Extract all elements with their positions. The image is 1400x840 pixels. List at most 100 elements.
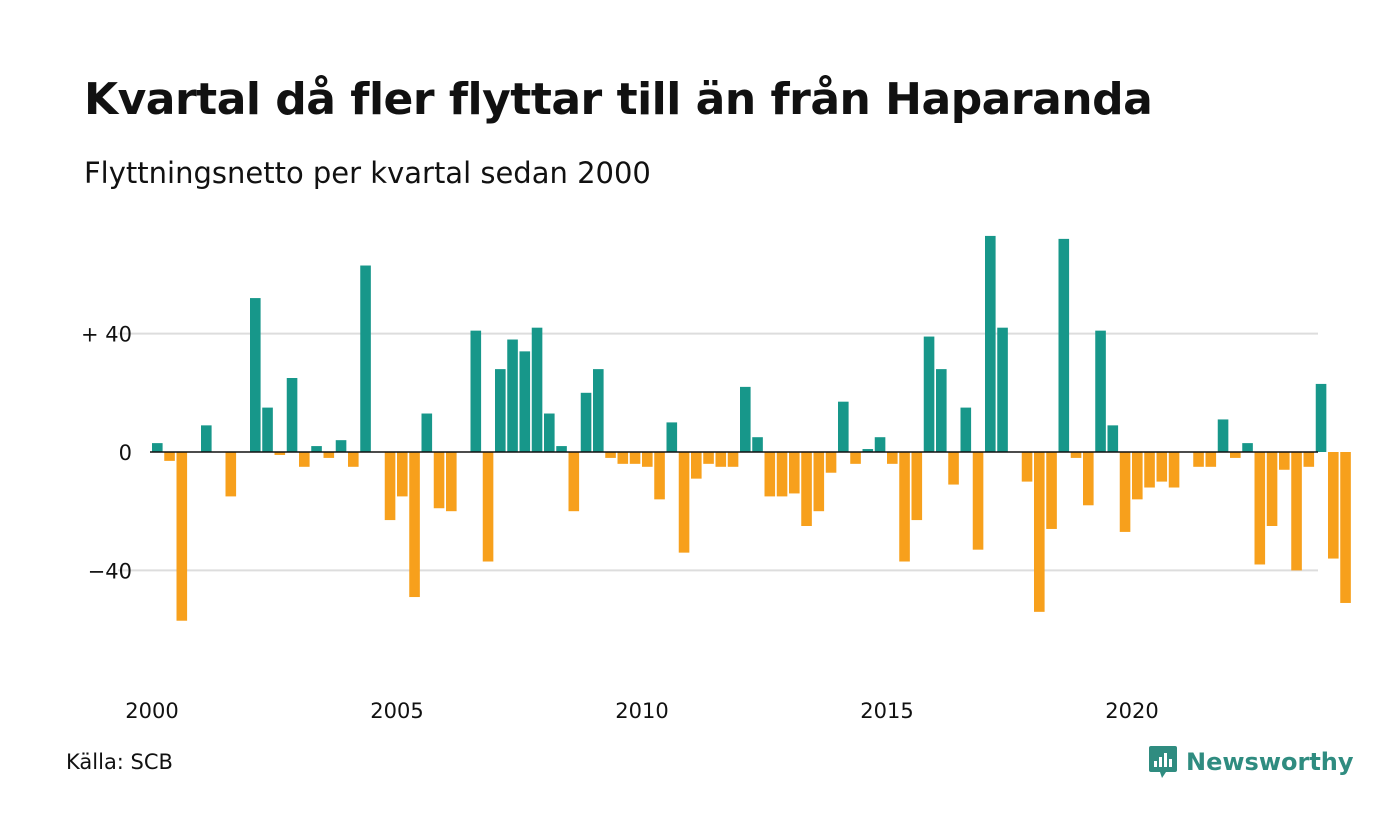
bar-2004Q4	[384, 452, 396, 521]
bar-2008Q2	[556, 446, 567, 452]
bar-2002Q1	[250, 298, 261, 452]
bar-undefined	[1328, 452, 1339, 559]
bar-2020Q2	[1144, 452, 1155, 488]
bar-2007Q3	[519, 351, 531, 452]
bar-2016Q1	[936, 369, 947, 452]
bar-2000Q2	[164, 452, 175, 461]
bar-2003Q4	[335, 440, 347, 452]
bar-2008Q4	[580, 392, 592, 452]
chart-subtitle: Flyttningsnetto per kvartal sedan 2000	[84, 156, 651, 190]
bars	[150, 235, 1351, 621]
bar-2002Q4	[286, 378, 298, 452]
bar-2023Q4	[1315, 383, 1327, 452]
bar-2014Q2	[850, 452, 861, 464]
bar-2003Q3	[323, 452, 335, 458]
bar-2019Q2	[1095, 330, 1106, 452]
bar-2006Q4	[482, 452, 494, 562]
bar-2015Q4	[923, 336, 935, 452]
bar-2010Q4	[678, 452, 690, 553]
bar-2014Q4	[874, 437, 886, 452]
bar-2005Q3	[421, 413, 433, 452]
bar-2006Q3	[470, 330, 482, 452]
bar-2011Q1	[691, 452, 702, 479]
bar-2015Q3	[911, 452, 923, 521]
bar-2005Q2	[409, 452, 420, 598]
bar-2016Q4	[972, 452, 984, 550]
bar-2022Q1	[1230, 452, 1241, 458]
bar-2007Q4	[531, 327, 543, 452]
bar-2005Q4	[433, 452, 445, 509]
bar-2018Q4	[1070, 452, 1082, 458]
bar-2001Q3	[225, 452, 237, 497]
bar-2018Q3	[1058, 238, 1070, 452]
y-tick-label: −40	[88, 559, 132, 583]
bar-2022Q4	[1266, 452, 1278, 526]
bar-2022Q2	[1242, 443, 1253, 452]
x-tick-label: 2020	[1105, 699, 1158, 723]
logo-text: Newsworthy	[1186, 748, 1354, 776]
bar-2012Q3	[764, 452, 776, 497]
bar-2014Q1	[838, 401, 849, 452]
bar-2011Q4	[727, 452, 739, 467]
gridlines	[118, 332, 1318, 572]
bar-2008Q3	[568, 452, 580, 512]
bar-2019Q1	[1083, 452, 1094, 506]
bar-2016Q3	[960, 407, 972, 452]
bar-2016Q2	[948, 452, 959, 485]
newsworthy-logo: Newsworthy	[1148, 744, 1354, 780]
bar-2022Q3	[1254, 452, 1266, 565]
y-tick-label: + 40	[81, 323, 132, 347]
bar-2003Q1	[299, 452, 310, 467]
bar-2013Q3	[813, 452, 825, 512]
bar-2002Q3	[274, 452, 286, 455]
bar-2009Q3	[617, 452, 629, 464]
x-tick-label: 2005	[370, 699, 423, 723]
bar-2019Q4	[1119, 452, 1131, 532]
bar-2013Q2	[801, 452, 812, 526]
bar-2012Q2	[752, 437, 763, 452]
bar-2021Q2	[1193, 452, 1204, 467]
bar-2015Q2	[899, 452, 910, 562]
chart-title: Kvartal då fler flyttar till än från Hap…	[84, 74, 1153, 125]
bar-2001Q1	[201, 425, 212, 452]
bar-2012Q1	[740, 386, 751, 452]
bar-2012Q4	[776, 452, 788, 497]
bar-2019Q3	[1107, 425, 1119, 452]
bar-2020Q3	[1156, 452, 1168, 482]
bar-2004Q1	[348, 452, 359, 467]
bar-2023Q1	[1279, 452, 1290, 470]
bar-2023Q3	[1303, 452, 1315, 467]
bar-2018Q2	[1046, 452, 1057, 529]
bar-2017Q2	[997, 327, 1008, 452]
x-tick-label: 2000	[125, 699, 178, 723]
bar-2011Q2	[703, 452, 714, 464]
newsworthy-logo-icon	[1149, 746, 1177, 778]
bar-2017Q1	[985, 235, 996, 452]
bar-2007Q1	[495, 369, 506, 452]
bar-2002Q2	[262, 407, 273, 452]
x-tick-label: 2015	[860, 699, 913, 723]
bar-2004Q2	[360, 265, 371, 452]
bar-2013Q4	[825, 452, 837, 473]
bar-2008Q1	[544, 413, 555, 452]
bar-2006Q1	[446, 452, 457, 512]
bar-2021Q3	[1205, 452, 1217, 467]
bar-2021Q4	[1217, 419, 1229, 452]
bar-2014Q3	[862, 449, 874, 452]
bar-2020Q4	[1168, 452, 1180, 488]
source-note: Källa: SCB	[66, 750, 173, 774]
bar-2009Q4	[629, 452, 641, 464]
bar-2000Q3	[176, 452, 188, 621]
bar-2009Q2	[605, 452, 616, 458]
bar-2011Q3	[715, 452, 727, 467]
bar-2003Q2	[311, 446, 322, 452]
x-tick-label: 2010	[615, 699, 668, 723]
x-axis: 2000 2005 2010 2015 2020	[125, 699, 1158, 723]
bar-2018Q1	[1034, 452, 1045, 612]
bar-2005Q1	[397, 452, 408, 497]
bar-2015Q1	[887, 452, 898, 464]
bar-2009Q1	[593, 369, 604, 452]
bar-2010Q3	[666, 422, 678, 452]
bar-2010Q2	[654, 452, 665, 500]
